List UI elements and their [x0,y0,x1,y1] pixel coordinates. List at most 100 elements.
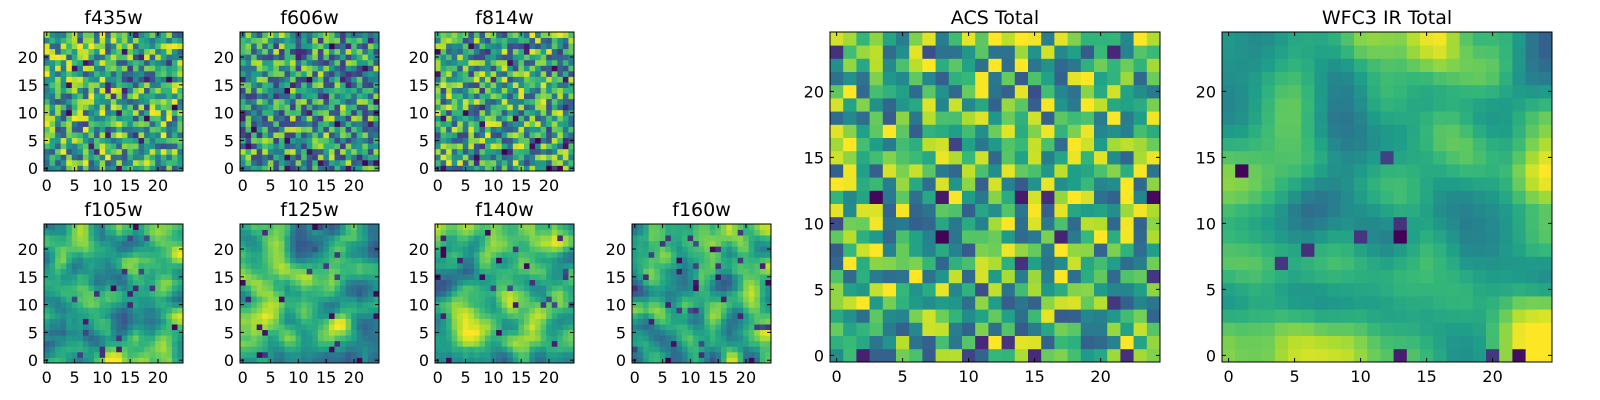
heatmap-cell [687,324,694,331]
heatmap-cell [485,120,491,127]
heatmap-cell [94,246,100,253]
heatmap-cell [121,37,128,44]
heatmap-cell [759,335,766,342]
x-tick-label: 0 [433,176,443,195]
heatmap-cell [682,312,688,319]
x-tick-label: 15 [120,368,140,387]
heatmap-cell [523,104,530,111]
heatmap-cell [659,346,666,353]
heatmap-cell [882,348,897,363]
heatmap-cell [55,154,62,161]
heatmap-cell [648,262,655,269]
heatmap-cell [435,257,441,264]
heatmap-cell [256,246,263,253]
heatmap-cell [295,76,302,83]
heatmap-cell [490,268,497,275]
heatmap-cell [44,87,50,94]
heatmap-cell [251,351,258,358]
heatmap-cell [290,137,296,144]
heatmap-cell [99,246,106,253]
heatmap-cell [643,251,650,258]
heatmap-cell [496,357,503,364]
heatmap-cell [49,346,56,353]
heatmap-cell [77,257,84,264]
heatmap-cell [830,203,844,218]
heatmap-cell [462,235,469,242]
heatmap-cell [144,65,151,72]
heatmap-cell [256,115,263,122]
heatmap-cell [479,109,486,116]
heatmap-cell [171,143,178,150]
heatmap-cell [507,54,514,61]
heatmap-cell [245,251,252,258]
heatmap-cell [535,262,542,269]
heatmap-cell [529,115,536,122]
heatmap-cell [709,335,716,342]
heatmap-cell [367,296,374,303]
heatmap-cell [66,143,73,150]
heatmap-cell [512,115,519,122]
heatmap-cell [340,154,347,161]
heatmap-cell [149,318,156,325]
heatmap-cell [988,335,1002,350]
heatmap-cell [698,324,705,331]
heatmap-cell [345,70,352,77]
heatmap-cell [110,120,117,127]
heatmap-cell [468,251,475,258]
heatmap-cell [88,307,95,314]
heatmap-cell [155,301,162,308]
heatmap-cell [262,98,269,105]
heatmap-cell [312,340,319,347]
heatmap-cell [328,324,335,331]
heatmap-cell [546,65,553,72]
heatmap-cell [362,246,369,253]
heatmap-cell [99,148,106,155]
heatmap-cell [82,279,89,286]
heatmap-cell [1041,150,1055,165]
heatmap-cell [94,307,100,314]
heatmap-cell [512,229,519,236]
heatmap-cell [529,43,536,50]
heatmap-cell [262,126,269,133]
heatmap-cell [659,329,666,336]
heatmap-cell [670,257,677,264]
heatmap-cell [632,257,638,264]
heatmap-cell [301,54,308,61]
heatmap-cell [345,279,352,286]
heatmap-cell [523,274,530,280]
heatmap-cell [512,296,519,303]
heatmap-cell [340,48,347,55]
heatmap-cell [523,43,530,50]
heatmap-cell [356,318,363,325]
heatmap-cell [301,257,308,264]
heatmap-cell [71,43,78,50]
heatmap-cell [1054,230,1068,244]
heatmap-cell [535,335,542,342]
heatmap-cell [462,104,469,111]
heatmap-cell [155,279,162,286]
heatmap-cell [88,290,95,297]
heatmap-cell [557,290,564,297]
heatmap-cell [345,301,352,308]
heatmap-cell [251,159,258,166]
heatmap-cell [171,346,178,353]
heatmap-cell [144,262,151,269]
heatmap-cell [334,132,341,139]
heatmap-cell [535,301,542,308]
heatmap-cell [94,48,100,55]
y-tick-label: 20 [18,48,38,67]
heatmap-cell [676,285,683,292]
heatmap-cell [698,296,705,303]
heatmap-cell [121,285,128,292]
heatmap-cell [166,335,173,342]
heatmap-cell [66,251,73,258]
heatmap-cell [77,82,84,88]
heatmap-cell [704,224,711,230]
y-tick-label: 20 [409,48,429,67]
heatmap-cell [317,115,324,122]
heatmap-cell [529,154,536,161]
heatmap-cell [726,357,733,364]
heatmap-cell [77,115,84,122]
heatmap-cell [687,312,694,319]
